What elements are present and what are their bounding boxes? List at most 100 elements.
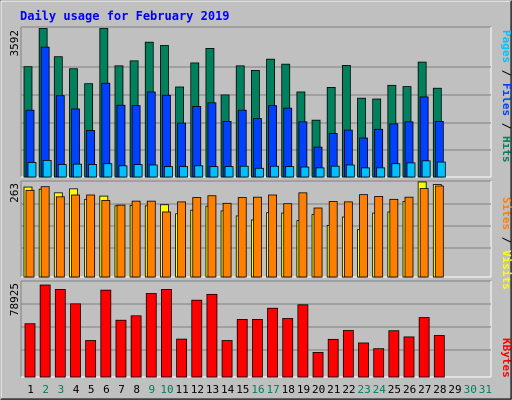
panel-hits-bars (23, 28, 446, 178)
pages-bar (285, 166, 295, 178)
sites-bar (359, 194, 368, 278)
kbytes-bar (282, 318, 294, 378)
kbytes-bar (39, 284, 51, 378)
x-tick-label: 21 (327, 383, 340, 396)
x-tick-label: 14 (221, 383, 235, 396)
kbytes-bar (403, 336, 415, 378)
kbytes-bar (236, 319, 248, 378)
x-tick-label: 20 (312, 383, 325, 396)
x-tick-label: 30 (464, 383, 477, 396)
sites-bar (328, 201, 338, 278)
pages-bar (179, 166, 189, 178)
x-tick-label: 26 (403, 383, 416, 396)
panel-kbytes: 78925 KBytes (8, 280, 512, 378)
legend-hits-label: Hits (500, 136, 512, 163)
x-tick-label: 5 (88, 383, 95, 396)
pages-bar (118, 165, 128, 178)
sites-bar (40, 186, 50, 278)
panel-visits: 263 Sites / Visits (8, 180, 512, 290)
x-tick-label: 19 (297, 383, 310, 396)
kbytes-bar (191, 299, 203, 378)
sites-bar (343, 201, 353, 278)
x-tick-label: 29 (448, 383, 461, 396)
sites-bar (237, 197, 247, 278)
panel-visits-legend: Sites / Visits (500, 197, 512, 290)
kbytes-bar (327, 338, 339, 378)
panel-visits-ymax-label: 263 (8, 183, 21, 203)
chart-title: Daily usage for February 2019 (20, 9, 230, 23)
sites-bar (192, 197, 202, 278)
x-tick-label: 3 (58, 383, 65, 396)
sites-bar (283, 203, 293, 278)
sites-bar (419, 188, 429, 278)
x-tick-label: 18 (282, 383, 295, 396)
x-tick-label: 17 (267, 383, 280, 396)
panel-kbytes-ymax-label: 78925 (8, 283, 21, 316)
pages-bar (254, 167, 264, 178)
pages-bar (27, 162, 37, 178)
legend-sites-label: Sites (500, 197, 512, 230)
x-tick-label: 1 (27, 383, 34, 396)
x-tick-label: 8 (133, 383, 140, 396)
pages-bar (103, 163, 113, 178)
pages-bar (406, 162, 416, 178)
kbytes-bar (358, 342, 369, 378)
pages-bar (300, 166, 310, 178)
pages-bar (345, 164, 355, 178)
pages-bar (376, 167, 386, 178)
pages-bar (148, 164, 158, 178)
sites-bar (268, 194, 277, 278)
kbytes-bar (70, 303, 81, 378)
files-bar (207, 102, 217, 178)
x-tick-label: 16 (251, 383, 264, 396)
x-tick-label: 10 (160, 383, 173, 396)
kbytes-bar (251, 319, 263, 378)
sites-bar (162, 211, 171, 278)
kbytes-bar (100, 289, 112, 378)
sites-bar (374, 196, 384, 278)
panel-kbytes-bars (24, 284, 445, 378)
legend-separator: / (500, 116, 512, 136)
kbytes-bar (24, 323, 36, 378)
kbytes-bar (115, 319, 127, 378)
pages-bar (224, 166, 234, 178)
x-tick-label: 6 (103, 383, 110, 396)
sites-bar (313, 207, 323, 278)
x-tick-label: 4 (73, 383, 80, 396)
pages-bar (57, 164, 67, 178)
kbytes-bar (418, 317, 430, 378)
x-tick-label: 2 (42, 383, 49, 396)
kbytes-bar (373, 348, 385, 378)
sites-bar (131, 200, 141, 278)
x-tick-label: 22 (342, 383, 355, 396)
x-tick-label: 24 (373, 383, 387, 396)
pages-bar (421, 160, 431, 178)
kbytes-bar (312, 351, 324, 378)
sites-bar (146, 200, 156, 278)
x-tick-label: 31 (479, 383, 492, 396)
pages-bar (239, 165, 249, 178)
x-tick-label: 7 (118, 383, 125, 396)
kbytes-bar (206, 293, 218, 378)
pages-bar (133, 164, 143, 178)
sites-bar (389, 198, 399, 278)
sites-bar (86, 194, 96, 278)
files-bar (146, 91, 156, 178)
pages-bar (391, 163, 401, 178)
legend-kbytes-label: KBytes (500, 338, 512, 378)
pages-bar (73, 163, 82, 178)
kbytes-bar (54, 289, 66, 378)
sites-bar (434, 185, 444, 278)
sites-bar (116, 204, 126, 278)
x-tick-label: 27 (418, 383, 431, 396)
x-tick-label: 23 (357, 383, 370, 396)
legend-files-label: Files (500, 83, 512, 116)
kbytes-bar (176, 338, 188, 378)
pages-bar (361, 167, 370, 178)
sites-bar (298, 192, 308, 278)
kbytes-bar (297, 304, 309, 378)
x-tick-label: 11 (176, 383, 189, 396)
pages-bar (330, 165, 340, 178)
pages-bar (436, 161, 446, 178)
